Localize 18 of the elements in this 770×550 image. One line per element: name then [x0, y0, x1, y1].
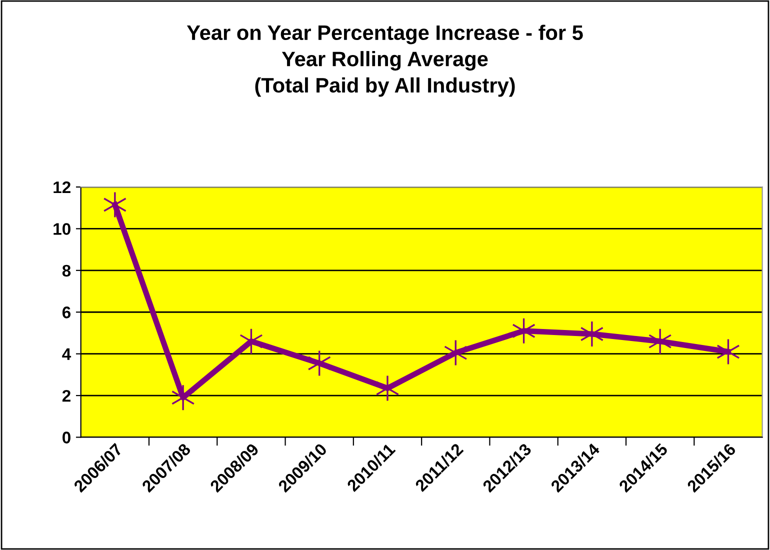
point: [716, 338, 740, 366]
y-tick-label: 8: [62, 264, 71, 277]
y-tick-label: 4: [62, 348, 72, 360]
y-tick-label: 6: [62, 306, 71, 318]
y-tick-label: 2: [62, 390, 70, 402]
point: [171, 384, 195, 411]
point: [308, 350, 332, 377]
point: [103, 191, 127, 218]
y-tick-label: 12: [54, 181, 70, 194]
chart-title: Year on Year Percentage Increase - for 5 Year Rolling Average (Total Paid by All Industry): [186, 24, 583, 97]
y-tick-label: 0: [62, 432, 70, 444]
point: [512, 318, 536, 344]
point: [376, 374, 400, 402]
point: [240, 328, 263, 355]
point: [648, 328, 672, 355]
y-tick-label: 10: [54, 223, 70, 235]
point: [444, 339, 468, 366]
point: [580, 320, 604, 348]
